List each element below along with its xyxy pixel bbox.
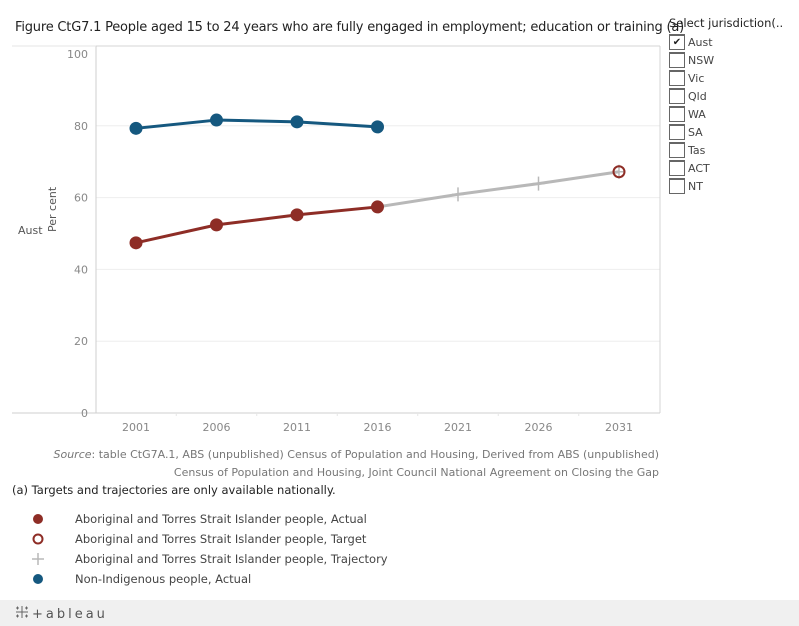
y-tick-label: 40 [74,263,88,276]
x-axis-ticks: 2001 2006 2011 2016 2021 2026 2031 [122,413,633,434]
filter-option-label: Vic [688,71,705,85]
x-tick-label: 2031 [605,421,633,434]
checkbox[interactable] [669,160,685,176]
legend-label: Non-Indigenous people, Actual [75,572,252,586]
filter-option-label: Tas [688,143,706,157]
filled-circle-icon [30,511,46,527]
checkbox[interactable] [669,70,685,86]
open-circle-icon [30,531,46,547]
legend-item[interactable]: Aboriginal and Torres Strait Islander pe… [30,509,388,529]
filter-option-label: NSW [688,53,715,67]
y-tick-label: 60 [74,192,88,205]
data-point [129,236,143,250]
checkbox[interactable] [669,106,685,122]
trajectory-point [532,176,545,191]
filter-option-label: ACT [688,161,710,175]
trajectory-point [452,187,464,202]
legend-label: Aboriginal and Torres Strait Islander pe… [75,552,388,566]
row-label: Aust [18,224,43,237]
filter-option-vic[interactable]: Vic [669,69,783,87]
source-note: Source: table CtG7A.1, ABS (unpublished)… [54,446,660,482]
tableau-wordmark: +ableau [32,606,108,622]
filter-option-tas[interactable]: Tas [669,141,783,159]
legend-item[interactable]: Aboriginal and Torres Strait Islander pe… [30,549,388,569]
data-point [371,200,384,214]
footnote: (a) Targets and trajectories are only av… [12,483,336,497]
filter-option-qld[interactable]: Qld [669,87,783,105]
checkbox[interactable]: ✔ [669,34,685,50]
checkbox[interactable] [669,142,685,158]
legend-label: Aboriginal and Torres Strait Islander pe… [75,532,367,546]
checkbox[interactable] [669,124,685,140]
y-tick-label: 80 [74,120,88,133]
filter-option-nt[interactable]: NT [669,177,783,195]
source-line-1: : table CtG7A.1, ABS (unpublished) Censu… [91,448,659,461]
y-tick-label: 0 [81,407,88,420]
line-chart: 0 20 40 60 80 100 2001 2006 2011 2016 2021 2026 203… [12,45,661,434]
series-line [377,170,620,209]
series-line [135,118,378,130]
legend-item[interactable]: Non-Indigenous people, Actual [30,569,388,589]
footer-bar: +ableau [0,600,799,626]
legend-label: Aboriginal and Torres Strait Islander pe… [75,512,367,526]
x-tick-label: 2026 [525,421,553,434]
target-point [612,165,626,179]
filter-title: Select jurisdiction(.. [669,16,784,30]
data-point [371,120,384,134]
jurisdiction-filter: Select jurisdiction(.. ✔ Aust NSW Vic Qld WA S… [669,16,783,195]
y-axis-title: Per cent [46,186,59,232]
filter-option-sa[interactable]: SA [669,123,783,141]
filter-option-label: SA [688,125,703,139]
filter-option-wa[interactable]: WA [669,105,783,123]
source-prefix: Source [53,448,92,461]
checkbox[interactable] [669,52,685,68]
chart-title: Figure CtG7.1 People aged 15 to 24 years… [15,20,685,35]
filter-option-act[interactable]: ACT [669,159,783,177]
data-point [210,113,223,127]
source-line-2: Census of Population and Housing, Joint … [173,466,659,479]
filter-option-label: NT [688,179,703,193]
data-point [210,218,223,232]
y-tick-label: 100 [67,48,88,61]
x-tick-label: 2011 [283,421,311,434]
x-tick-label: 2021 [444,421,472,434]
x-tick-label: 2001 [122,421,150,434]
x-tick-label: 2006 [203,421,231,434]
data-point [290,208,304,222]
checkbox[interactable] [669,88,685,104]
series-markers [129,113,626,250]
series-lines [135,118,620,245]
tableau-logo[interactable]: +ableau [14,604,108,624]
data-point [129,121,143,135]
filter-option-nsw[interactable]: NSW [669,51,783,69]
legend: Aboriginal and Torres Strait Islander pe… [30,509,388,589]
checkbox[interactable] [669,178,685,194]
plus-icon [30,551,46,567]
series-line [135,205,378,245]
axes [12,45,661,414]
filter-option-aust[interactable]: ✔ Aust [669,33,783,51]
filter-option-label: Aust [688,35,713,49]
y-axis-ticks: 0 20 40 60 80 100 [67,48,88,420]
filled-circle-icon [30,571,46,587]
filter-option-label: Qld [688,89,707,103]
legend-item[interactable]: Aboriginal and Torres Strait Islander pe… [30,529,388,549]
tableau-icon [14,604,30,624]
y-tick-label: 20 [74,335,88,348]
data-point [290,115,304,129]
filter-option-label: WA [688,107,706,121]
x-tick-label: 2016 [364,421,392,434]
